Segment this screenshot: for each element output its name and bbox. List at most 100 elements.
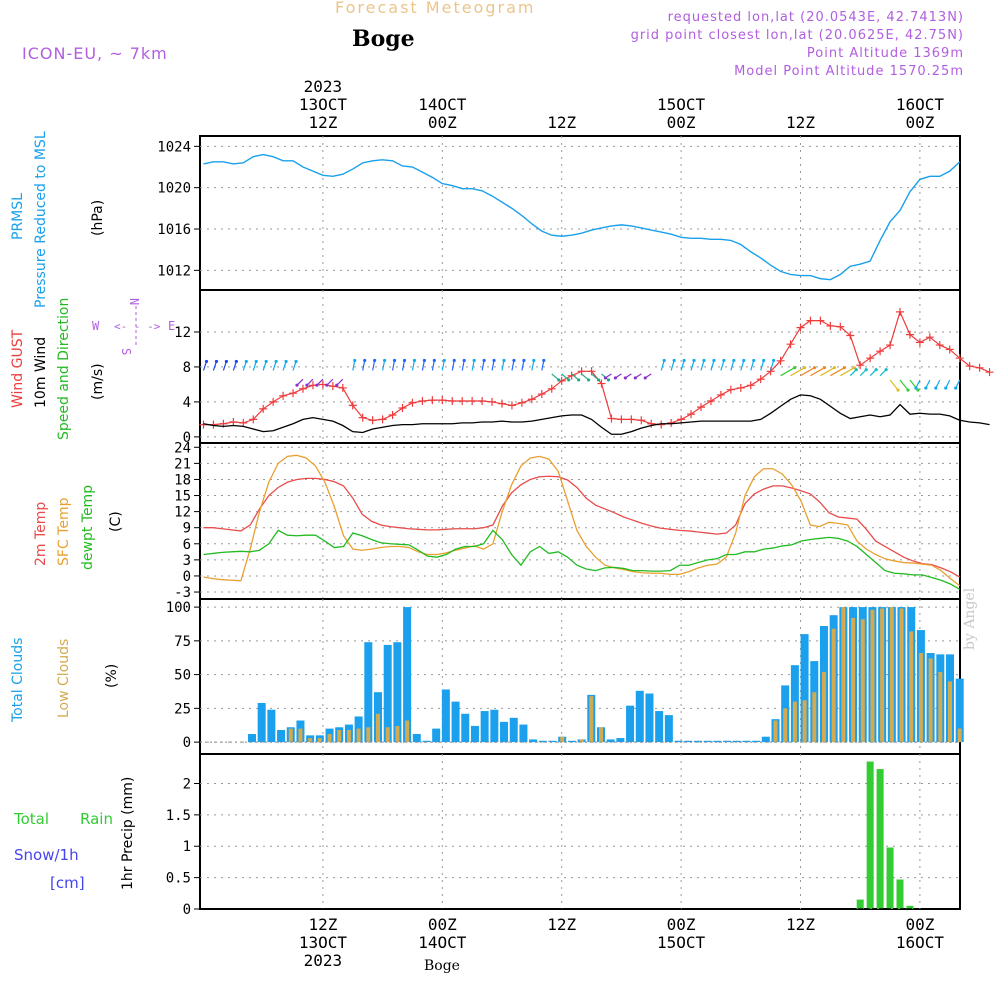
low-clouds-bar	[889, 607, 894, 743]
gust-marker	[378, 415, 387, 424]
low-clouds-bar	[928, 658, 933, 743]
ytick-label: 3	[183, 553, 191, 569]
low-clouds-bar	[337, 729, 342, 743]
wind-dir-arrow	[780, 367, 795, 377]
wind-dir-arrow-head	[954, 386, 958, 390]
wind-dir-arrow-head	[432, 358, 436, 363]
top-year-label: 2023	[304, 77, 343, 96]
compass-w: W	[92, 319, 100, 333]
wind-dir-arrow-head	[214, 359, 219, 364]
gust-marker	[687, 410, 696, 419]
wind-dir-arrow-head	[353, 358, 357, 363]
wind-dir-arrow	[481, 360, 485, 371]
total-clouds-bar	[752, 740, 761, 743]
total-clouds-bar	[383, 644, 392, 743]
total-clouds-bar	[403, 607, 412, 743]
wind-dir-arrow	[889, 379, 899, 391]
wind-dir-arrow-head	[613, 376, 618, 380]
wind-dir-arrow-head	[244, 359, 248, 364]
wind-dir-arrow-head	[606, 378, 611, 382]
wind-dir-arrow-head	[325, 383, 329, 387]
ytick-label: 1	[183, 839, 191, 855]
rain-bar	[896, 879, 904, 909]
bottom-location: Boge	[424, 958, 460, 974]
gust-marker	[647, 419, 656, 428]
total-clouds-bar	[684, 740, 693, 743]
wind-dir-arrow	[740, 360, 745, 371]
gust-marker	[786, 340, 795, 349]
ytick-label: 18	[174, 472, 191, 488]
total-clouds-bar	[277, 729, 286, 743]
wind-dir-arrow-head	[452, 358, 456, 363]
temp2m-line	[203, 475, 961, 578]
ytick-label: 25	[174, 701, 191, 717]
ytick-label: 75	[174, 634, 191, 650]
snow-label: Snow/1h	[14, 846, 79, 864]
ytick-label: 0	[183, 735, 191, 751]
wind-dir-arrow-head	[822, 366, 827, 370]
wind-dir-arrow-head	[934, 386, 938, 390]
wind-dir-arrow	[421, 360, 425, 371]
gust-marker	[249, 415, 258, 424]
wind-dir-arrow-head	[363, 358, 367, 363]
gust-marker	[348, 401, 357, 410]
wind-dir-arrow-head	[854, 368, 858, 372]
ytick-label: 2	[183, 776, 191, 792]
gust-marker	[498, 399, 506, 408]
wind-dir-arrow	[790, 367, 805, 377]
wind-dir-arrow	[501, 360, 505, 371]
top-date-label: 15OCT	[657, 95, 706, 114]
low-clouds-bar	[918, 653, 923, 743]
wind-dir-arrow-head	[712, 358, 716, 363]
sfc-temp-line	[203, 454, 961, 587]
ytick-label: 0	[183, 569, 191, 585]
top-date-label: 13OCT	[299, 95, 348, 114]
wind-dir-arrow-head	[603, 376, 608, 380]
wind-dir-arrow-head	[884, 368, 888, 372]
gust-marker	[706, 397, 715, 406]
gust-marker	[607, 414, 616, 423]
bottom-hour-label: 12Z	[308, 915, 337, 934]
top-date-label: 14OCT	[418, 95, 467, 114]
low-clouds-bar	[327, 734, 332, 743]
gust-marker	[597, 379, 606, 388]
gust-marker	[836, 322, 845, 331]
wind-dir-arrow-head	[916, 388, 920, 392]
ytick-label: 0	[183, 430, 191, 446]
product-title: Forecast Meteogram	[335, 0, 536, 17]
wind-dir-arrow-head	[842, 366, 846, 370]
low-clouds-bar	[773, 720, 778, 743]
compass-n: N	[127, 298, 141, 305]
rain-label: Rain	[80, 810, 113, 828]
gust-marker	[478, 397, 487, 406]
total-clouds-bar	[674, 740, 683, 743]
gust-marker	[935, 341, 944, 350]
wind-dir-arrow-head	[472, 358, 476, 363]
wind-dir-arrow-head	[274, 359, 278, 364]
rain-bar	[856, 899, 864, 909]
wind-dir-arrow	[680, 360, 685, 371]
gust-marker	[816, 316, 825, 325]
requested-coords: requested lon,lat (20.0543E, 42.7413N)	[667, 10, 964, 25]
wind-dir-arrow-head	[793, 366, 797, 370]
total-clouds-bar	[470, 725, 479, 743]
ytick-label: 0.5	[166, 871, 191, 887]
gust-marker	[338, 383, 347, 392]
wind-dir-arrow	[750, 360, 755, 371]
bottom-year-label: 2023	[304, 951, 343, 970]
wind-dir-arrow-head	[254, 359, 258, 364]
wind-dir-arrow-head	[662, 358, 666, 363]
gust-marker	[468, 397, 477, 406]
gust-marker	[428, 396, 437, 405]
wind-dir-arrow	[820, 367, 835, 377]
wind-dir-arrow-head	[914, 386, 918, 390]
wind-dir-arrow	[372, 360, 376, 371]
bottom-date-label: 16OCT	[896, 933, 945, 952]
wind-dir-arrow	[541, 360, 545, 371]
rain-bar	[886, 847, 894, 909]
gust-marker	[806, 316, 815, 325]
total-clouds-bar	[412, 734, 421, 743]
wind-dir-arrow-head	[802, 366, 807, 370]
gust-marker	[547, 384, 556, 393]
wind-dir-arrow-head	[305, 383, 309, 387]
